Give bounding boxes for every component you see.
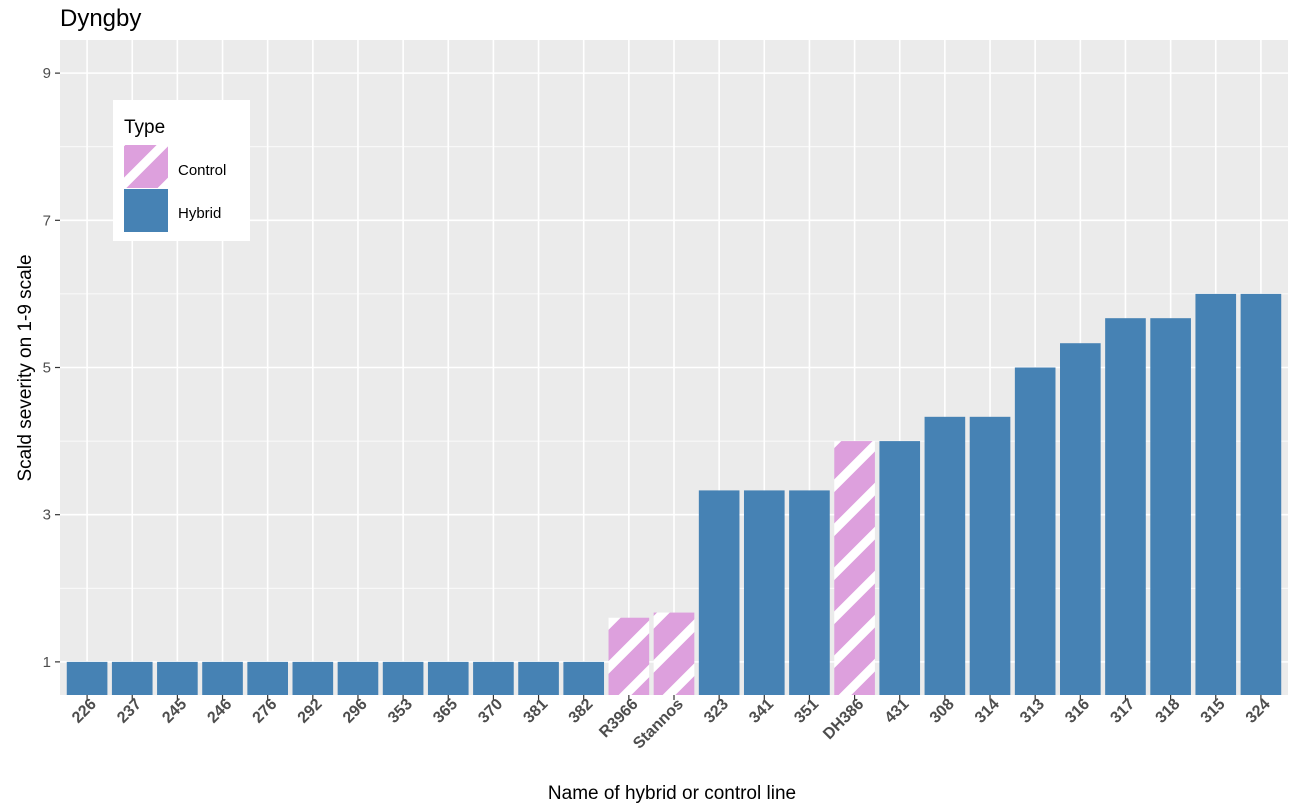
x-tick-label: 315: [1198, 696, 1229, 727]
x-tick-label: DH386: [820, 696, 867, 743]
x-tick-label: 246: [204, 696, 235, 727]
x-tick-label: 431: [882, 696, 913, 727]
x-tick-label: 324: [1243, 696, 1274, 727]
bar-DH386: [834, 441, 875, 695]
bar-316: [1060, 343, 1101, 695]
bar-370: [473, 661, 514, 695]
bar-246: [202, 661, 243, 695]
y-tick-label: 7: [43, 212, 51, 229]
bar-Stannos: [653, 612, 695, 695]
x-tick-label: 382: [566, 696, 597, 727]
bar-323: [698, 490, 740, 695]
bar-245: [157, 661, 198, 695]
bar-341: [743, 490, 785, 695]
legend-title: Type: [124, 117, 165, 138]
y-tick-label: 1: [43, 654, 51, 671]
x-tick-label: 226: [69, 696, 100, 727]
bar-292: [292, 661, 334, 695]
bar-353: [382, 661, 424, 695]
x-tick-label: 308: [927, 696, 958, 727]
legend-key-control: [124, 145, 168, 188]
bar-308: [924, 416, 966, 695]
bar-237: [111, 661, 153, 695]
bars: [66, 293, 1282, 695]
bar-382: [563, 661, 605, 695]
x-tick-label: 370: [475, 696, 506, 727]
y-axis-label: Scald severity on 1-9 scale: [15, 254, 36, 481]
x-tick-label: 296: [340, 696, 371, 727]
bar-226: [66, 661, 108, 695]
bar-365: [427, 661, 469, 695]
x-tick-label: 314: [972, 696, 1003, 727]
x-tick-label: 313: [1017, 696, 1048, 727]
bar-317: [1105, 318, 1146, 695]
x-tick-label: 237: [114, 696, 145, 727]
x-tick-label: 351: [791, 696, 822, 727]
x-tick-label: 365: [430, 696, 461, 727]
x-tick-label: 292: [295, 696, 326, 727]
x-tick-label: 317: [1107, 696, 1138, 727]
x-tick-label: 316: [1062, 696, 1093, 727]
x-tick-label: 276: [250, 696, 281, 727]
bar-315: [1195, 293, 1237, 695]
bar-314: [969, 416, 1011, 695]
legend-label-control: Control: [178, 162, 226, 179]
x-tick-label: 323: [701, 696, 732, 727]
y-axis-ticks: 1 3 5 7 9: [43, 65, 60, 671]
x-tick-label: 341: [746, 696, 777, 727]
bar-R3966: [608, 617, 650, 695]
x-axis-label: Name of hybrid or control line: [548, 783, 796, 804]
x-tick-label: 245: [159, 696, 190, 727]
bar-313: [1014, 367, 1056, 695]
legend: Type Control Hybrid: [113, 100, 250, 241]
y-tick-label: 5: [43, 360, 51, 377]
x-tick-label: 353: [385, 696, 416, 727]
x-tick-label: 318: [1153, 696, 1184, 727]
bar-276: [247, 661, 288, 695]
bar-296: [337, 661, 379, 695]
bar-431: [879, 441, 921, 695]
x-tick-label: Stannos: [630, 696, 687, 753]
legend-label-hybrid: Hybrid: [178, 205, 221, 222]
y-tick-label: 3: [43, 507, 51, 524]
bar-318: [1150, 318, 1191, 695]
bar-324: [1240, 293, 1282, 695]
chart-title: Dyngby: [60, 5, 141, 32]
x-tick-label: 381: [520, 696, 551, 727]
bar-351: [789, 490, 830, 695]
x-axis-ticks: 226 237 245 246 276 292 296 353 365 370 381 382 R396…: [69, 695, 1274, 752]
bar-381: [518, 661, 559, 695]
legend-key-hybrid: [124, 189, 168, 232]
y-tick-label: 9: [43, 65, 51, 82]
